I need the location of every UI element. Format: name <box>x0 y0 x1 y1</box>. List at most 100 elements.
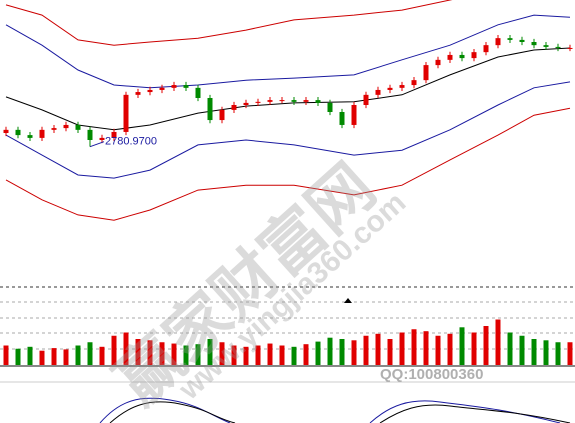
macd-line <box>379 404 571 423</box>
candle-body <box>303 100 309 102</box>
candle-body <box>411 80 417 86</box>
candle-body <box>15 129 21 136</box>
volume-bar <box>315 341 321 365</box>
candle-body <box>543 45 549 47</box>
candle-body <box>99 137 105 140</box>
candle-body <box>483 45 489 53</box>
volume-bar <box>111 335 117 365</box>
candle-body <box>507 38 513 40</box>
volume-bar <box>63 349 69 365</box>
candle-body <box>351 105 357 125</box>
volume-bar <box>351 340 357 365</box>
volume-bar <box>99 346 105 365</box>
candle-body <box>519 39 525 42</box>
volume-bar <box>435 335 441 365</box>
volume-bar <box>195 344 201 365</box>
volume-bar <box>3 345 9 365</box>
candle-body <box>123 94 129 132</box>
candle-body <box>447 54 453 60</box>
volume-bar <box>327 337 333 365</box>
candle-body <box>231 105 237 110</box>
marker-triangle <box>344 298 352 303</box>
candle-body <box>387 87 393 90</box>
candle-body <box>27 135 33 138</box>
candle-body <box>63 124 69 129</box>
volume-bar <box>375 333 381 365</box>
candle-body <box>363 94 369 105</box>
candle-body <box>147 89 153 93</box>
volume-bar <box>279 345 285 365</box>
candle-body <box>531 42 537 46</box>
volume-bar <box>447 333 453 365</box>
candle-body <box>207 98 213 121</box>
candle-body <box>555 46 561 48</box>
volume-bar <box>123 332 129 365</box>
candle-body <box>291 100 297 102</box>
candle-body <box>567 47 573 49</box>
band-line <box>5 47 571 131</box>
macd-line <box>369 400 561 423</box>
volume-bar <box>147 340 153 365</box>
candle-body <box>399 85 405 88</box>
volume-bar <box>87 342 93 365</box>
macd-line <box>109 401 236 423</box>
candle-body <box>423 65 429 81</box>
volume-bar <box>255 345 261 365</box>
candle-body <box>51 128 57 130</box>
candle-body <box>135 92 141 95</box>
candle-body <box>195 87 201 98</box>
volume-bar <box>543 340 549 365</box>
volume-bar <box>555 342 561 365</box>
candle-body <box>279 100 285 102</box>
volume-bar <box>567 342 573 365</box>
volume-bar <box>399 332 405 365</box>
volume-bar <box>243 346 249 365</box>
watermark-qq: QQ:100800360 <box>380 366 483 383</box>
macd-panel <box>0 381 575 423</box>
candle-body <box>471 52 477 59</box>
volume-bar <box>15 348 21 365</box>
volume-bar <box>231 345 237 365</box>
volume-bar <box>339 339 345 365</box>
watermark-site: 赢家财富网 <box>103 150 389 418</box>
candle-body <box>111 131 117 138</box>
band-line <box>5 107 571 221</box>
annotation: 2780.9700 <box>105 136 157 148</box>
volume-bar <box>531 339 537 365</box>
band-line <box>5 14 571 89</box>
candle-body <box>159 87 165 90</box>
volume-bar <box>135 339 141 365</box>
volume-bar <box>303 344 309 365</box>
volume-bar <box>39 350 45 365</box>
candle-body <box>243 102 249 105</box>
watermark: 赢家财富网 www.yingjia360.com <box>103 150 413 418</box>
band-line <box>5 0 453 46</box>
candle-body <box>171 85 177 88</box>
volume-bar <box>519 335 525 365</box>
volume-bar <box>471 332 477 365</box>
candle-body <box>495 38 501 46</box>
volume-bar <box>387 339 393 365</box>
volume-bar <box>423 331 429 365</box>
volume-bar <box>159 342 165 365</box>
band-line <box>5 81 571 179</box>
volume-bar <box>183 345 189 365</box>
annotation-leader <box>89 141 105 148</box>
volume-bar <box>267 343 273 365</box>
volume-bar <box>483 326 489 365</box>
candle-body <box>327 102 333 112</box>
volume-bar <box>171 343 177 365</box>
volume-bar <box>27 346 33 365</box>
volume-bar <box>495 319 501 365</box>
volume-bar <box>411 329 417 365</box>
volume-bar <box>75 345 81 365</box>
candle-body <box>183 85 189 88</box>
volume-bar <box>51 348 57 365</box>
candle-body <box>3 129 9 133</box>
candle-body <box>267 100 273 102</box>
candle-body <box>75 124 81 130</box>
candle-body <box>87 129 93 140</box>
candle-body <box>219 109 225 121</box>
volume-grid <box>0 286 575 367</box>
candle-body <box>39 129 45 138</box>
